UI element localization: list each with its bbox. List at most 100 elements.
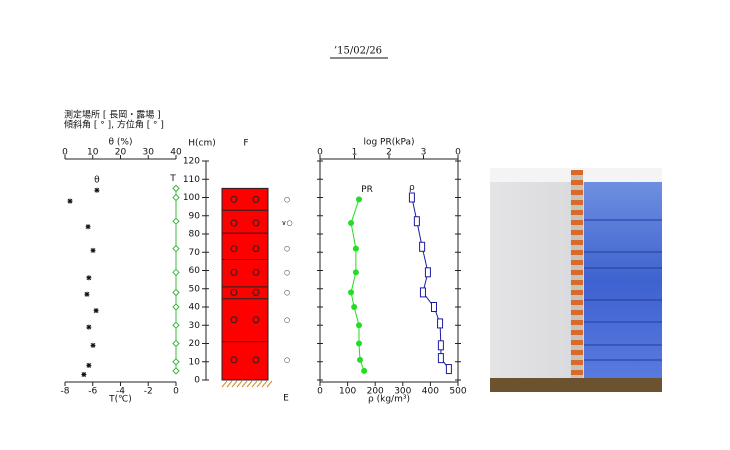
grain-circle — [252, 316, 260, 324]
temperature-point — [172, 244, 180, 253]
temperature-point — [172, 193, 180, 202]
grain-circle — [230, 195, 238, 203]
tick-label: 3 — [421, 148, 427, 158]
tick-label: 200 — [367, 387, 384, 397]
temperature-point — [172, 339, 180, 348]
tick-label: 30 — [143, 148, 155, 158]
tick-label: 300 — [394, 387, 411, 397]
pr-point — [351, 304, 358, 310]
tick-label: 10 — [87, 148, 99, 158]
tick-label: 50 — [189, 284, 201, 294]
tick-label: 60 — [189, 266, 201, 276]
grain-circle — [252, 268, 260, 276]
series-label: T — [169, 174, 176, 184]
density-point — [419, 287, 426, 298]
ground-hatch — [226, 380, 233, 388]
tick-label: -6 — [88, 387, 97, 397]
ground-hatch — [266, 380, 273, 388]
tick-label: 0 — [173, 387, 179, 397]
ground-hatch — [241, 380, 248, 388]
tick-label: 0 — [62, 148, 68, 158]
theta-point — [86, 324, 92, 330]
tick-label: 0 — [194, 376, 200, 386]
density-point — [408, 192, 415, 203]
theta-point — [86, 275, 92, 281]
tick-label: 20 — [189, 339, 201, 349]
pr-point — [352, 269, 359, 276]
pr-point — [355, 340, 362, 347]
site-line: 測定場所 [ 長岡・露場 ] — [64, 109, 161, 121]
tick-label: -2 — [144, 387, 153, 397]
temperature-point — [172, 184, 180, 193]
temperature-point — [172, 288, 180, 297]
grain-circle — [230, 316, 238, 324]
tick-label: 2 — [386, 148, 392, 158]
density-point — [437, 340, 444, 351]
axis-label: T(℃) — [108, 395, 132, 405]
grain-label: ○ — [284, 245, 290, 253]
temperature-point — [172, 303, 180, 311]
pr-point — [348, 289, 355, 296]
grain-label: ○ — [284, 195, 290, 203]
temperature-point — [172, 217, 180, 225]
theta-point — [94, 187, 100, 193]
tick-label: 400 — [422, 387, 439, 397]
axis-label: θ (%) — [109, 138, 133, 148]
density-point — [419, 241, 426, 252]
density-point — [437, 318, 444, 329]
series-label: θ — [94, 176, 100, 186]
temperature-point — [172, 268, 180, 277]
grain-circle — [230, 268, 238, 276]
tick-label: 500 — [449, 387, 466, 397]
axis-label: log PR(kPa) — [363, 138, 414, 148]
tick-label: 40 — [170, 148, 182, 158]
pr-point — [357, 356, 364, 363]
column-label: F — [243, 139, 248, 149]
tick-label: -4 — [116, 387, 125, 397]
pr-point — [355, 196, 362, 203]
ground-hatch — [251, 380, 258, 388]
tick-label: 120 — [183, 157, 200, 167]
density-point — [445, 364, 452, 375]
pr-point — [348, 220, 355, 227]
grain-circle — [230, 288, 238, 296]
tick-label: 40 — [189, 303, 201, 313]
theta-point — [90, 247, 96, 253]
series-label: ρ — [409, 183, 415, 193]
theta-point — [86, 362, 92, 368]
axis-label: H(cm) — [188, 139, 216, 149]
axis-label: ρ (kg/m³) — [368, 395, 410, 405]
tick-label: 100 — [339, 387, 356, 397]
density-point — [424, 267, 431, 278]
series-label: PR — [361, 185, 373, 195]
pr-point — [355, 322, 362, 329]
theta-point — [81, 372, 87, 378]
ground-hatch — [231, 380, 238, 388]
density-point — [413, 216, 420, 227]
ground-hatch — [261, 380, 268, 388]
grain-circle — [230, 219, 238, 227]
grain-circle — [252, 245, 260, 253]
ground-hatch — [236, 380, 243, 388]
density-point — [437, 353, 444, 364]
site-line: 傾斜角 [ ° ], 方位角 [ ° ] — [64, 119, 164, 131]
tick-label: 70 — [189, 248, 201, 258]
tick-label: 100 — [183, 193, 200, 203]
ground-label: E — [283, 394, 289, 404]
ground-hatch — [256, 380, 263, 388]
theta-point — [93, 308, 99, 314]
grain-label: ○ — [284, 316, 290, 324]
theta-point — [90, 342, 96, 348]
temperature-point — [172, 367, 180, 375]
grain-circle — [230, 245, 238, 253]
grain-label: ○ — [284, 268, 290, 276]
snow-photo — [490, 168, 662, 392]
pr-point — [361, 367, 368, 374]
pr-point — [352, 245, 359, 252]
temperature-point — [172, 321, 180, 329]
profile-line — [350, 199, 365, 372]
tick-label: 30 — [189, 321, 201, 331]
tick-label: 1 — [352, 148, 358, 158]
grain-label: ○ — [284, 356, 290, 364]
